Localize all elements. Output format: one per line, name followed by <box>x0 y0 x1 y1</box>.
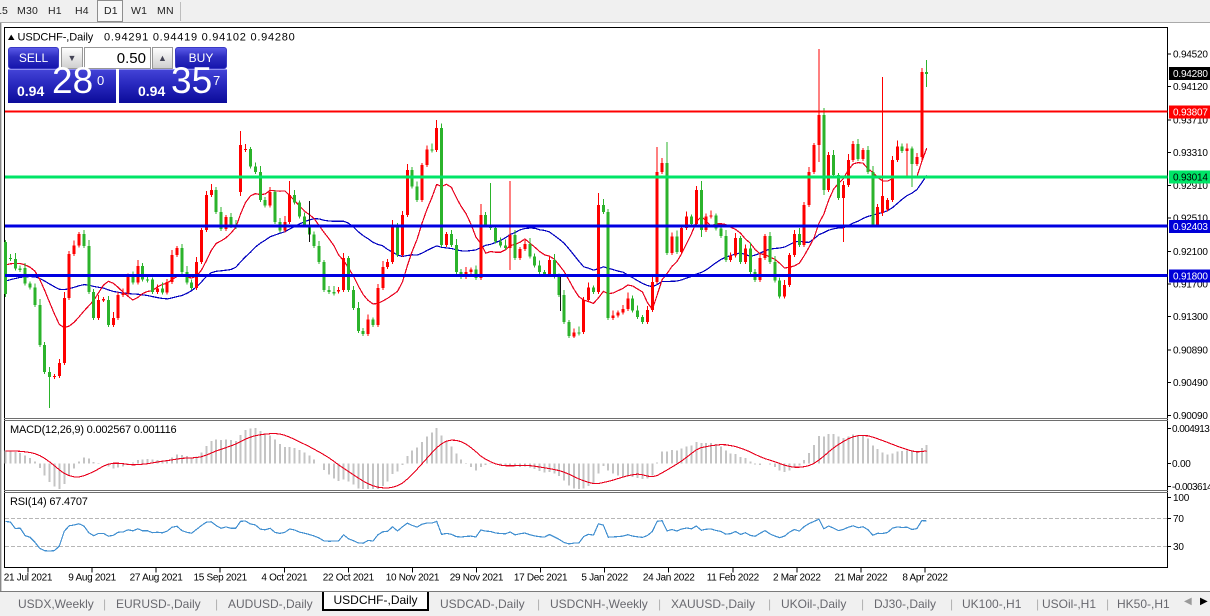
svg-text:29 Nov 2021: 29 Nov 2021 <box>450 573 504 584</box>
svg-text:0.93807: 0.93807 <box>1173 108 1208 119</box>
svg-text:-0.003614: -0.003614 <box>1172 482 1210 493</box>
svg-text:70: 70 <box>1173 514 1184 525</box>
svg-text:4 Oct 2021: 4 Oct 2021 <box>261 573 308 584</box>
svg-text:0.94120: 0.94120 <box>1173 82 1208 93</box>
svg-text:15 Sep 2021: 15 Sep 2021 <box>193 573 247 584</box>
svg-text:10 Nov 2021: 10 Nov 2021 <box>386 573 440 584</box>
svg-text:MACD(12,26,9) 0.002567 0.00111: MACD(12,26,9) 0.002567 0.001116 <box>10 424 177 436</box>
svg-text:RSI(14) 67.4707: RSI(14) 67.4707 <box>10 496 88 508</box>
svg-text:30: 30 <box>1173 542 1184 553</box>
svg-text:5 Jan 2022: 5 Jan 2022 <box>581 573 628 584</box>
svg-text:0.00: 0.00 <box>1172 459 1191 470</box>
svg-text:0.93014: 0.93014 <box>1173 172 1208 183</box>
svg-text:0.93710: 0.93710 <box>1173 116 1208 127</box>
svg-text:0.90090: 0.90090 <box>1173 411 1208 422</box>
svg-text:24 Jan 2022: 24 Jan 2022 <box>643 573 695 584</box>
svg-text:0.92510: 0.92510 <box>1173 213 1208 224</box>
svg-text:22 Oct 2021: 22 Oct 2021 <box>323 573 375 584</box>
svg-text:0.93310: 0.93310 <box>1173 148 1208 159</box>
svg-text:21 Jul 2021: 21 Jul 2021 <box>4 573 53 584</box>
svg-text:11 Feb 2022: 11 Feb 2022 <box>707 573 760 584</box>
svg-text:0.92910: 0.92910 <box>1173 181 1208 192</box>
svg-text:0.90490: 0.90490 <box>1173 378 1208 389</box>
svg-text:17 Dec 2021: 17 Dec 2021 <box>514 573 568 584</box>
svg-text:0.004913: 0.004913 <box>1172 424 1210 435</box>
svg-text:0.92100: 0.92100 <box>1173 247 1208 258</box>
svg-text:21 Mar 2022: 21 Mar 2022 <box>834 573 888 584</box>
svg-text:0.91700: 0.91700 <box>1173 280 1208 291</box>
svg-text:2 Mar 2022: 2 Mar 2022 <box>773 573 821 584</box>
svg-text:27 Aug 2021: 27 Aug 2021 <box>130 573 184 584</box>
svg-text:0.94280: 0.94280 <box>1173 69 1208 80</box>
svg-text:0.94520: 0.94520 <box>1173 49 1208 60</box>
svg-text:0.92403: 0.92403 <box>1173 222 1208 233</box>
svg-text:0.94291 0.94419 0.94102 0.9428: 0.94291 0.94419 0.94102 0.94280 <box>104 32 295 44</box>
svg-text:9 Aug 2021: 9 Aug 2021 <box>68 573 116 584</box>
svg-text:100: 100 <box>1173 493 1190 504</box>
svg-text:0.90890: 0.90890 <box>1173 346 1208 357</box>
svg-text:0.91300: 0.91300 <box>1173 312 1208 323</box>
svg-text:USDCHF-,Daily: USDCHF-,Daily <box>18 32 94 44</box>
svg-text:8 Apr 2022: 8 Apr 2022 <box>902 573 948 584</box>
svg-text:0.91800: 0.91800 <box>1173 271 1208 282</box>
